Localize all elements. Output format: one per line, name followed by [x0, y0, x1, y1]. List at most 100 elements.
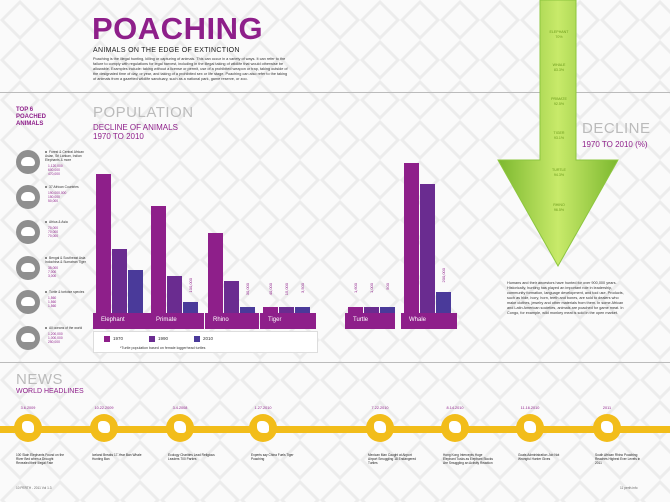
species-text: Africa & Asia	[49, 220, 68, 224]
species-text: All oceans of the world	[49, 326, 83, 330]
species-text: 37 African Countries	[49, 185, 79, 189]
population-subtitle-line2: 1970 TO 2010	[93, 132, 144, 141]
animal-stat: 600,000	[48, 168, 60, 172]
category-label: Turtle	[353, 317, 369, 323]
decline-title: DECLINE	[582, 120, 651, 137]
species-name: Bengal & Southeast Asia	[45, 256, 93, 260]
news-animal-icon	[14, 414, 42, 442]
hunting-paragraph: Humans and their ancestors have hunted f…	[507, 281, 624, 315]
news-headline: Ecology Charities Lead Religious Leaders…	[168, 453, 215, 461]
page-subtitle: ANIMALS ON THE EDGE OF EXTINCTION	[93, 47, 240, 54]
animal-stat: 150,000	[48, 195, 60, 199]
animal-stat: 70,000	[48, 226, 59, 230]
category-band: Primate	[148, 313, 204, 329]
species-text: Forest & Central African	[49, 150, 84, 154]
animal-stat: 470,000	[48, 172, 60, 176]
legend-label-2010: 2010	[203, 336, 214, 341]
decline-animal: TIGER	[553, 131, 565, 135]
animal-silhouette-icon	[16, 326, 40, 350]
species-name: Africa & Asia	[45, 220, 93, 224]
bar-whale-1970	[404, 163, 419, 313]
category-band: Tiger	[260, 313, 316, 329]
decline-item: TURTLE 94.3%	[549, 168, 569, 178]
animal-stat: 1,560	[48, 304, 57, 308]
decline-animal: ELEPHANT	[549, 30, 569, 34]
decline-animal: WHALE	[552, 63, 566, 67]
species-list: All oceans of the world	[45, 326, 93, 330]
animal-stat: 50,000	[48, 199, 59, 203]
decline-item: TIGER 93.1%	[549, 131, 569, 141]
species-text: Bengal & Southeast Asia	[49, 256, 86, 260]
timeline-bar	[0, 426, 670, 433]
bar-value-label: 100,000	[188, 278, 193, 293]
decline-percent: 96.5%	[553, 208, 565, 212]
decline-item: PRIMATE 92.5%	[549, 97, 569, 107]
news-date: 10.22.2009	[94, 406, 114, 410]
top-six-title: TOP 6 POACHED ANIMALS	[16, 107, 47, 127]
news-animal-icon	[441, 414, 469, 442]
bar-value-label: 15,000	[284, 283, 289, 296]
decline-animal: RHINO	[553, 203, 565, 207]
legend-swatch-1970	[104, 336, 110, 342]
bar-value-label: 500	[385, 283, 390, 290]
news-date: 7.22.2010	[371, 406, 389, 410]
species-name: Elephants & more	[45, 158, 93, 162]
decline-item: ELEPHANT 70%	[549, 30, 569, 40]
news-date: 1.27.2010	[254, 406, 272, 410]
intro-paragraph: Poaching is the illegal hunting, killing…	[93, 57, 288, 81]
bar-value-label: 3,500	[300, 283, 305, 294]
bar-turtle-2010	[380, 307, 395, 313]
news-headline: Goats Administration Job Not Wrongful Hu…	[518, 453, 560, 461]
news-date: 3.6.2009	[20, 406, 36, 410]
news-headline: Mexican Man Caught at Airport Airport Sm…	[368, 453, 417, 465]
bar-elephant-2010	[128, 270, 143, 313]
news-animal-icon	[593, 414, 621, 442]
bar-tiger-2010	[295, 307, 310, 313]
bar-rhino-1970	[208, 232, 223, 313]
decline-percent: 70%	[555, 35, 563, 39]
species-name: Forest & Central African	[45, 150, 93, 154]
news-headline: 100 Slain Elephants Found on the River B…	[16, 453, 65, 465]
species-name: Asian, Sri Lankan, Indian	[45, 154, 93, 158]
animal-stat: 1,560	[48, 300, 57, 304]
animal-stat: 3,000	[48, 274, 57, 278]
legend-label-1970: 1970	[113, 336, 124, 341]
animal-stat: 190,000,000	[48, 191, 67, 195]
animal-stat: 1,120,000	[48, 164, 63, 168]
bar-value-label: 1,600	[353, 283, 358, 294]
category-band: Whale	[401, 313, 457, 329]
animal-silhouette-icon	[16, 256, 40, 280]
news-animal-icon	[516, 414, 544, 442]
decline-subtitle: 1970 TO 2010 (%)	[582, 140, 648, 149]
bar-tiger-1970	[263, 307, 278, 313]
population-title: POPULATION	[93, 104, 194, 121]
bar-value-label: 200,000	[441, 267, 446, 283]
decline-percent: 83.3%	[553, 68, 565, 72]
population-subtitle: DECLINE OF ANIMALS 1970 TO 2010	[93, 123, 178, 141]
page-number-left: 10 PERTH - 2011 Vol 1.3	[16, 486, 52, 490]
category-label: Primate	[156, 317, 177, 323]
animal-row: Africa & Asia 70,000 70,000 70,000	[16, 220, 94, 246]
species-text: Elephants & more	[45, 158, 72, 162]
news-headline: South African Rhino Poaching Reaches Hig…	[595, 453, 641, 465]
animal-silhouette-icon	[16, 290, 40, 314]
animal-stat: 7,000	[48, 270, 57, 274]
chart-legend: 1970 1990 2010	[93, 331, 318, 353]
category-band: Turtle	[345, 313, 395, 329]
animal-silhouette-icon	[16, 150, 40, 174]
news-date: 3.4.2008	[172, 406, 188, 410]
bar-primate-1970	[151, 205, 166, 313]
page-number-right: 11 perth.info	[620, 486, 638, 490]
species-list: Africa & Asia	[45, 220, 93, 224]
animal-row: Forest & Central African Asian, Sri Lanka…	[16, 150, 94, 176]
bar-whale-2010	[436, 291, 451, 313]
animal-row: Turtle & tortoise species 1,560 1,560 1,560	[16, 290, 94, 316]
category-band: Rhino	[205, 313, 259, 329]
news-headline: Iceland Breaks 17-Year Ban Whale Hunting…	[92, 453, 142, 461]
animal-stat: 250,000	[48, 340, 60, 344]
species-name: All oceans of the world	[45, 326, 93, 330]
bar-primate-1990	[167, 275, 182, 313]
animal-stat: 1,200,000	[48, 332, 63, 336]
bar-rhino-2010	[240, 307, 255, 313]
category-band: Elephant	[93, 313, 149, 329]
